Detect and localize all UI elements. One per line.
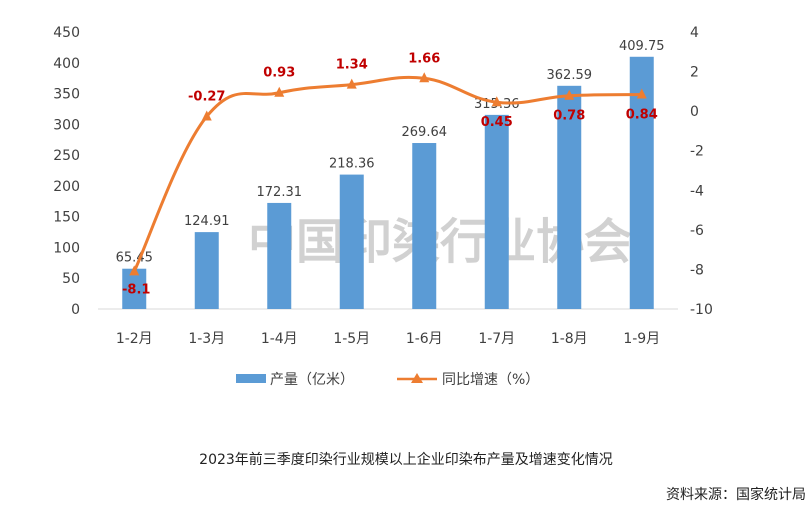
bar [484,114,509,309]
line-marker [564,89,575,100]
bar-data-label: 218.36 [329,157,375,172]
line-series: -8.1 -0.27 0.93 1.34 1.66 0.45 0.78 0.84 [122,51,658,297]
bar [267,202,292,309]
x-tick-label: 1-4月 [261,331,298,347]
line-marker [491,96,502,107]
bar [557,85,582,309]
bar [629,56,654,310]
chart-svg: 0 50 100 150 200 250 300 350 400 450 -10 -8 -6 -4 -2 0 2… [53,25,713,388]
y-right-tick-label: 2 [690,65,699,81]
legend: 产量（亿米） 同比增速（%） [236,372,539,388]
y-left-tick-label: 50 [62,271,80,287]
source-note: 资料来源：国家统计局 [666,487,806,503]
line-data-label: 0.84 [626,108,658,123]
y-right-tick-label: -8 [690,262,704,278]
y-right-tick-label: -10 [690,302,713,318]
line-data-label: 1.66 [408,51,440,66]
bar-data-label: 124.91 [184,214,230,229]
y-right-tick-label: -6 [690,223,704,239]
y-left-tick-label: 200 [53,179,80,195]
bar [194,232,219,309]
bar-series: 65.45124.91172.31218.36269.64315.36362.5… [116,39,665,310]
bar [122,268,147,309]
bar-data-label: 409.75 [619,39,665,54]
line-data-label: -0.27 [188,89,225,104]
bar-data-label: 362.59 [547,68,593,83]
bar [412,143,437,309]
x-tick-label: 1-9月 [623,331,660,347]
bar-data-label: 65.45 [116,251,153,266]
line-marker [636,88,647,99]
y-left-tick-label: 450 [53,25,80,41]
x-tick-label: 1-6月 [406,331,443,347]
y-right-tick-label: 0 [690,104,699,120]
line-data-label: -8.1 [122,282,150,297]
line-data-label: 0.93 [263,66,295,81]
x-tick-label: 1-8月 [551,331,588,347]
y-left-tick-label: 350 [53,87,80,103]
y-left-tick-label: 400 [53,56,80,72]
y-right-tick-label: -2 [690,144,704,160]
legend-bar-label: 产量（亿米） [270,372,354,388]
y-left-tick-label: 100 [53,240,80,256]
axes: 0 50 100 150 200 250 300 350 400 450 -10 -8 -6 -4 -2 0 2… [53,25,713,347]
y-right-tick-label: 4 [690,25,699,41]
line-data-label: 0.45 [481,115,513,130]
line-marker [129,265,140,276]
y-left-tick-label: 300 [53,117,80,133]
line-marker [346,78,357,89]
legend-line-marker [411,373,423,383]
legend-bar-swatch [236,374,266,383]
y-left-tick-label: 150 [53,210,80,226]
bar-data-label: 172.31 [257,185,303,200]
chart-caption: 2023年前三季度印染行业规模以上企业印染布产量及增速变化情况 [199,452,613,468]
y-right-tick-label: -4 [690,183,704,199]
line-data-label: 1.34 [336,58,368,73]
y-left-tick-label: 0 [71,302,80,318]
line-data-label: 0.78 [553,109,585,124]
bar-data-label: 269.64 [402,125,448,140]
line-marker [419,72,430,83]
growth-line [132,75,642,273]
y-left-tick-label: 250 [53,148,80,164]
bar [339,174,364,309]
legend-line-label: 同比增速（%） [442,372,539,388]
x-tick-label: 1-2月 [116,331,153,347]
line-marker [274,86,285,97]
x-tick-label: 1-3月 [188,331,225,347]
line-marker [201,110,212,121]
x-tick-label: 1-7月 [478,331,515,347]
x-tick-label: 1-5月 [333,331,370,347]
